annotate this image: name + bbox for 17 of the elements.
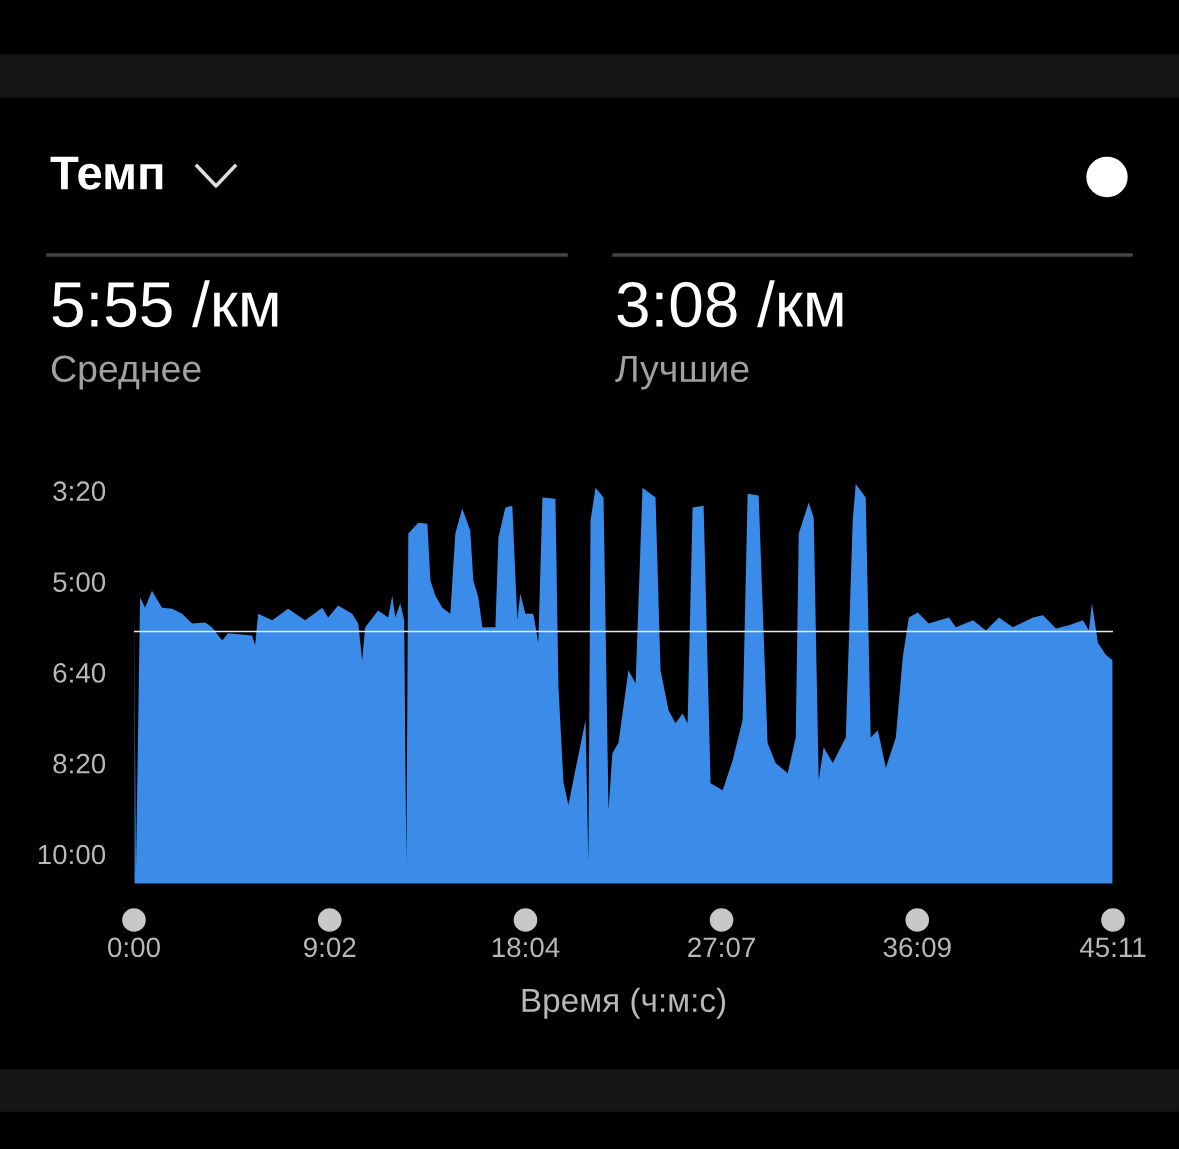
y-tick-label: 10:00: [38, 844, 106, 865]
chart-title: Темп: [50, 156, 163, 190]
text: 5:55 /км: [52, 280, 278, 328]
x-axis-title: Время (ч:м:с): [522, 987, 726, 1019]
text: Лучшие: [615, 355, 749, 390]
x-tick-label: 9:02: [304, 937, 356, 958]
text: Среднее: [51, 355, 201, 390]
x-tick-label: 18:04: [492, 937, 560, 958]
y-tick-label: 8:20: [53, 753, 106, 774]
x-tick-label: 36:09: [883, 937, 951, 958]
y-tick-label: 6:40: [53, 663, 106, 683]
y-tick-label: 5:00: [53, 572, 106, 592]
x-tick-label: 0:00: [108, 937, 160, 958]
x-tick-label: 45:11: [1079, 937, 1146, 958]
y-tick-label: 3:20: [53, 481, 106, 502]
text: 3:08 /км: [617, 280, 843, 328]
x-tick-label: 27:07: [688, 937, 755, 958]
